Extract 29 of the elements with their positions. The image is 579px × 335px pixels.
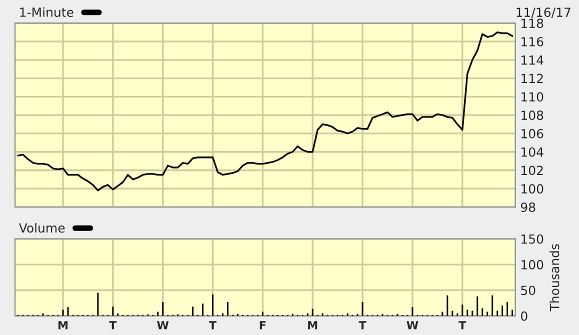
x-tick-label: M xyxy=(58,321,68,330)
x-tick-label: T xyxy=(458,321,466,330)
y-tick-label: 112 xyxy=(522,74,543,84)
legend-label: 1-Minute xyxy=(20,7,74,17)
x-tick-label: T xyxy=(109,321,117,330)
y-axis-title: Thousands xyxy=(550,244,560,312)
x-tick-label: M xyxy=(308,321,318,330)
y-tick-label: 110 xyxy=(522,92,544,102)
y-tick-label: 100 xyxy=(522,260,544,270)
y-tick-label: 150 xyxy=(522,234,544,244)
y-tick-label: 106 xyxy=(522,128,544,138)
y-tick-label: 102 xyxy=(522,166,543,176)
x-tick-label: W xyxy=(157,321,169,330)
x-tick-label: W xyxy=(406,321,418,330)
y-tick-label: 118 xyxy=(522,18,544,28)
text: 11/16/17 xyxy=(516,8,570,18)
y-tick-label: 116 xyxy=(522,36,544,46)
legend-label: Volume xyxy=(18,223,65,233)
y-tick-label: 100 xyxy=(522,184,544,194)
y-tick-label: 50 xyxy=(521,286,536,296)
x-tick-label: T xyxy=(209,321,216,330)
y-tick-label: 108 xyxy=(522,110,544,120)
x-tick-label: F xyxy=(260,321,266,330)
y-tick-label: 98 xyxy=(520,202,536,212)
line-series xyxy=(17,31,514,192)
y-tick-label: 114 xyxy=(522,56,544,65)
x-tick-label: T xyxy=(358,321,366,330)
y-tick-label: 104 xyxy=(522,147,544,157)
y-tick-label: 0 xyxy=(520,311,528,321)
